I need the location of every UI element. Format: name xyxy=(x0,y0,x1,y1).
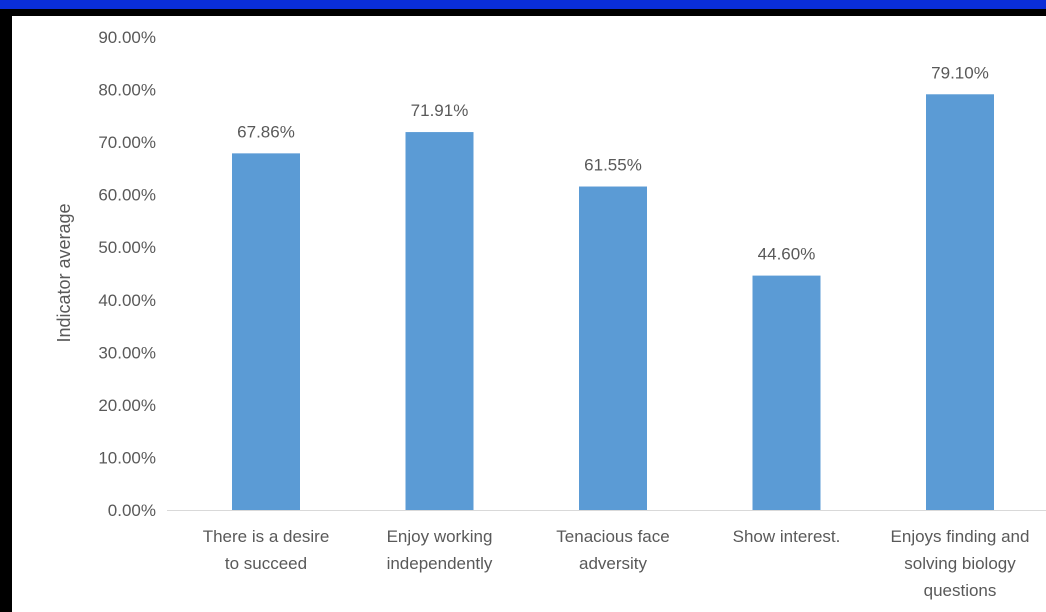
y-axis-title: Indicator average xyxy=(54,203,74,342)
bar xyxy=(752,275,821,510)
bars xyxy=(232,94,994,510)
bar xyxy=(926,94,994,510)
data-label: 67.86% xyxy=(237,122,295,141)
y-tick-label: 30.00% xyxy=(98,343,156,362)
x-category-label: Show interest. xyxy=(733,527,841,546)
x-category-label: There is a desire xyxy=(203,527,330,546)
x-category-label: adversity xyxy=(579,554,648,573)
y-tick-label: 90.00% xyxy=(98,28,156,47)
bar xyxy=(579,186,647,510)
x-category-label: to succeed xyxy=(225,554,307,573)
data-labels: 67.86% 71.91% 61.55% 44.60% 79.10% xyxy=(237,63,989,263)
y-tick-label: 60.00% xyxy=(98,186,156,205)
data-label: 44.60% xyxy=(758,245,816,264)
top-accent-bar xyxy=(0,0,1046,9)
y-tick-label: 40.00% xyxy=(98,291,156,310)
x-category-label: Enjoys finding and xyxy=(891,527,1030,546)
data-label: 79.10% xyxy=(931,63,989,82)
x-category-label: independently xyxy=(387,554,493,573)
bar-chart: 0.00% 10.00% 20.00% 30.00% 40.00% 50.00% 60.00… xyxy=(54,28,1046,600)
x-axis-categories: There is a desire to succeed Enjoy working… xyxy=(203,527,1030,600)
x-category-label: Tenacious face xyxy=(556,527,669,546)
bar xyxy=(232,153,300,510)
y-tick-label: 70.00% xyxy=(98,133,156,152)
data-label: 61.55% xyxy=(584,156,642,175)
y-tick-label: 80.00% xyxy=(98,81,156,100)
x-category-label: Enjoy working xyxy=(387,527,493,546)
chart-area: 0.00% 10.00% 20.00% 30.00% 40.00% 50.00% 60.00… xyxy=(12,16,1046,612)
bar xyxy=(405,132,474,510)
y-tick-label: 20.00% xyxy=(98,396,156,415)
y-tick-label: 50.00% xyxy=(98,238,156,257)
data-label: 71.91% xyxy=(411,101,469,120)
x-category-label: solving biology xyxy=(904,554,1016,573)
x-category-label: questions xyxy=(924,581,997,600)
y-tick-label: 0.00% xyxy=(108,501,156,520)
y-axis-ticks: 0.00% 10.00% 20.00% 30.00% 40.00% 50.00% 60.00… xyxy=(98,28,156,520)
y-tick-label: 10.00% xyxy=(98,448,156,467)
